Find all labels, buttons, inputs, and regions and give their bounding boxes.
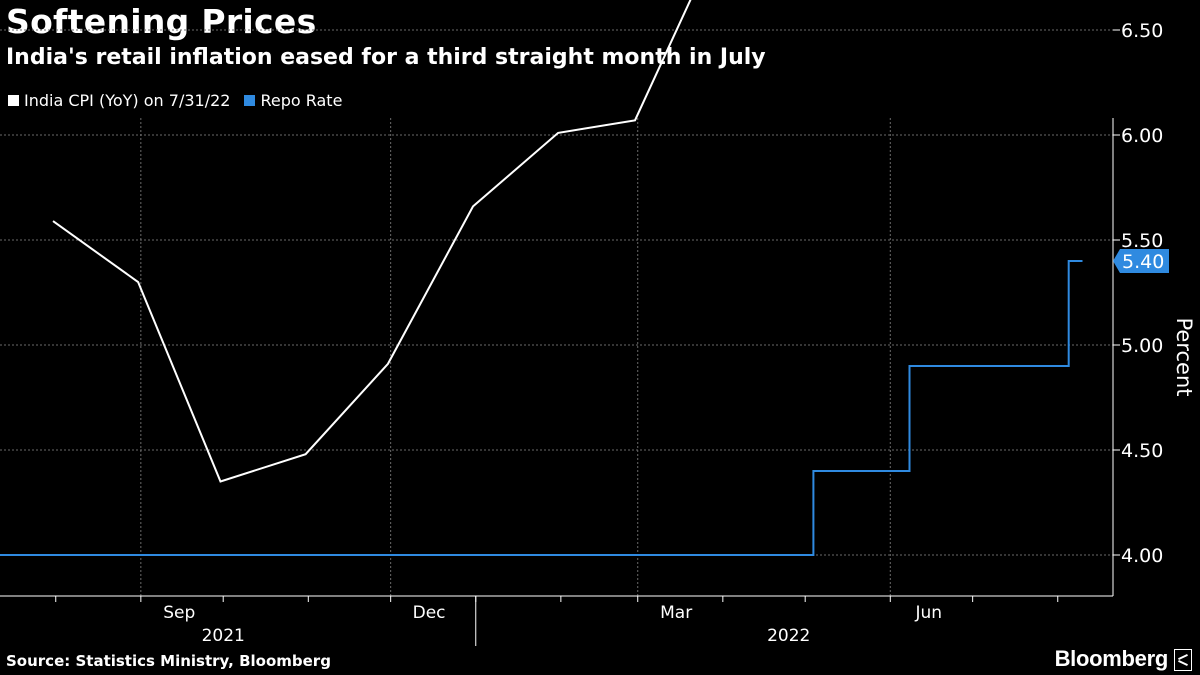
legend-label-cpi: India CPI (YoY) on 7/31/22 xyxy=(24,91,231,110)
legend-item-cpi: India CPI (YoY) on 7/31/22 xyxy=(8,91,230,110)
repo-last-value-tag xyxy=(1113,249,1169,273)
repo-last-value-label: 5.40 xyxy=(1122,251,1164,273)
y-tick-label: 5.50 xyxy=(1121,230,1163,252)
chart-link-icon[interactable] xyxy=(1174,649,1192,671)
axis-labels: 4.004.505.005.506.006.507.007.508.00SepD… xyxy=(163,20,1196,646)
chart-title: Softening Prices xyxy=(6,2,317,41)
x-month-label: Jun xyxy=(914,603,942,623)
legend-swatch-cpi xyxy=(8,95,19,106)
source-note: Source: Statistics Ministry, Bloomberg xyxy=(6,652,331,670)
y-axis-title: Percent xyxy=(1172,317,1196,396)
repo-rate-line xyxy=(0,260,1083,556)
grid-lines xyxy=(0,29,1113,596)
y-tick-label: 6.00 xyxy=(1121,125,1163,147)
y-tick-label: 5.00 xyxy=(1121,335,1163,357)
legend-item-repo: Repo Rate xyxy=(244,91,342,110)
cpi-line xyxy=(52,0,692,483)
x-year-label: 2021 xyxy=(202,626,245,646)
bloomberg-logo: Bloomberg xyxy=(1054,646,1169,671)
legend-swatch-repo xyxy=(244,95,256,106)
x-year-label: 2022 xyxy=(767,626,810,646)
x-month-label: Dec xyxy=(413,603,446,623)
legend: India CPI (YoY) on 7/31/22 Repo Rate xyxy=(8,91,356,110)
x-month-label: Sep xyxy=(163,603,195,623)
series-layer xyxy=(0,0,1083,556)
y-tick-label: 6.50 xyxy=(1121,20,1163,42)
y-tick-label: 4.50 xyxy=(1121,440,1163,462)
legend-label-repo: Repo Rate xyxy=(260,91,343,110)
y-tick-label: 4.00 xyxy=(1121,545,1163,567)
chart-subtitle: India's retail inflation eased for a thi… xyxy=(6,45,766,70)
x-month-label: Mar xyxy=(660,603,692,623)
axes xyxy=(0,29,1120,646)
